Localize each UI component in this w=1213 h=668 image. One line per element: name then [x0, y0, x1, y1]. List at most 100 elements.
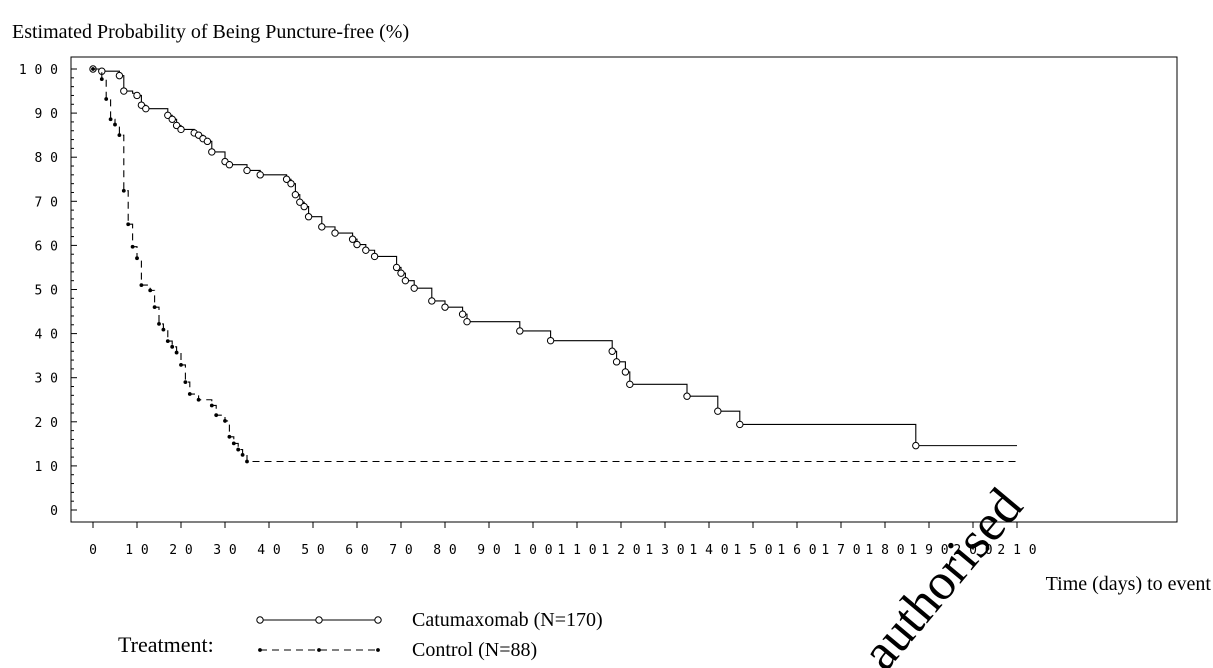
censor-marker: [331, 229, 339, 237]
censor-marker: [463, 317, 471, 326]
censor-marker: [236, 447, 241, 452]
censor-marker: [104, 97, 109, 101]
legend-label: Control (N=88): [412, 639, 537, 661]
censor-marker: [157, 321, 161, 326]
censor-marker: [626, 380, 634, 389]
censor-marker: [108, 117, 113, 122]
censor-marker: [120, 87, 128, 95]
censor-marker: [516, 327, 524, 335]
censor-marker: [612, 358, 621, 366]
x-tick-label: 1 0: [125, 543, 148, 558]
censor-marker: [353, 240, 361, 249]
x-tick-label: 1 6 0: [777, 543, 816, 558]
censor-marker: [392, 263, 401, 272]
censor-marker: [170, 344, 175, 349]
legend-marker: [376, 648, 380, 652]
censor-marker: [256, 171, 264, 179]
censor-marker: [300, 202, 308, 211]
censor-marker: [401, 276, 410, 285]
legend-marker: [317, 648, 321, 652]
censor-marker: [227, 434, 232, 439]
censor-marker: [231, 441, 236, 446]
legend-item: Control (N=88): [258, 639, 537, 661]
x-tick-label: 0: [89, 543, 97, 558]
censor-marker: [736, 420, 744, 429]
censor-marker: [165, 339, 170, 343]
y-tick-label: 1 0: [35, 460, 58, 475]
censor-marker: [362, 246, 370, 254]
legend-label: Catumaxomab (N=170): [412, 609, 603, 631]
x-tick-label: 1 8 0: [865, 543, 904, 558]
y-tick-label: 3 0: [35, 372, 58, 387]
x-tick-label: 1 0 0: [513, 543, 552, 558]
censor-marker: [121, 188, 126, 193]
censor-marker: [410, 284, 418, 292]
x-tick-label: 3 0: [213, 543, 236, 558]
x-tick-label: 1 4 0: [689, 543, 728, 558]
censor-marker: [282, 175, 291, 183]
y-tick-label: 8 0: [35, 151, 58, 166]
legend-marker: [315, 616, 323, 624]
censor-marker: [168, 115, 176, 123]
censor-marker: [139, 283, 144, 287]
censor-marker: [209, 403, 214, 408]
censor-marker: [287, 179, 295, 188]
chart-title: Estimated Probability of Being Puncture-…: [12, 21, 409, 43]
survival-line: [93, 68, 1017, 447]
x-tick-label: 5 0: [301, 543, 324, 558]
censor-marker: [148, 288, 153, 293]
censor-marker: [177, 125, 185, 134]
y-tick-label: 9 0: [35, 107, 58, 122]
censor-marker: [223, 419, 227, 423]
censor-marker: [225, 160, 234, 169]
series-catumaxomab: [89, 65, 1017, 450]
censor-marker: [318, 223, 326, 231]
censor-marker: [621, 368, 630, 376]
censor-marker: [370, 252, 379, 261]
censor-marker: [161, 327, 166, 332]
censor-marker: [126, 222, 131, 227]
x-tick-label: 1 5 0: [733, 543, 772, 558]
x-tick-label: 1 7 0: [821, 543, 860, 558]
censor-marker: [133, 91, 141, 100]
censor-marker: [428, 297, 436, 305]
censor-marker: [91, 67, 95, 71]
y-tick-label: 1 0 0: [19, 63, 58, 78]
watermark: authorised: [851, 478, 1034, 668]
censor-marker: [214, 413, 219, 418]
x-tick-label: 1 3 0: [645, 543, 684, 558]
censor-marker: [243, 166, 251, 175]
censor-marker: [130, 244, 135, 249]
series-layer: [89, 65, 1017, 464]
y-tick-label: 6 0: [35, 239, 58, 254]
x-tick-label: 6 0: [345, 543, 368, 558]
censor-marker: [608, 347, 616, 355]
x-tick-label: 2 1 0: [997, 543, 1036, 558]
legend-marker: [374, 616, 382, 624]
censor-marker: [174, 350, 179, 355]
censor-marker: [115, 71, 124, 80]
x-tick-label: 2 0: [169, 543, 192, 558]
y-tick-label: 7 0: [35, 195, 58, 210]
y-tick-label: 5 0: [35, 284, 58, 299]
x-tick-label: 7 0: [389, 543, 412, 558]
legend-marker: [258, 648, 262, 652]
censor-marker: [348, 235, 357, 243]
x-axis-label: Time (days) to event: [1046, 573, 1212, 595]
x-tick-label: 1 9 0: [909, 543, 948, 558]
x-axis: 0 1 0 2 0 3 0 4 0 5 0 6 0 7 0 8 0 9 0 1 0 0 1 1 0 1 …: [89, 522, 1037, 558]
y-tick-label: 2 0: [35, 416, 58, 431]
censor-marker: [135, 256, 139, 261]
censor-marker: [912, 441, 920, 450]
x-tick-label: 1 1 0: [557, 543, 596, 558]
x-tick-label: 2 0 0: [953, 543, 992, 558]
survival-line: [93, 68, 1017, 463]
legend-item: Catumaxomab (N=170): [256, 609, 603, 631]
censor-marker: [546, 336, 555, 345]
censor-marker: [245, 459, 249, 464]
legend-marker: [256, 616, 264, 624]
censor-marker: [291, 190, 300, 199]
censor-marker: [196, 397, 201, 402]
censor-marker: [397, 269, 405, 277]
censor-marker: [240, 452, 245, 457]
